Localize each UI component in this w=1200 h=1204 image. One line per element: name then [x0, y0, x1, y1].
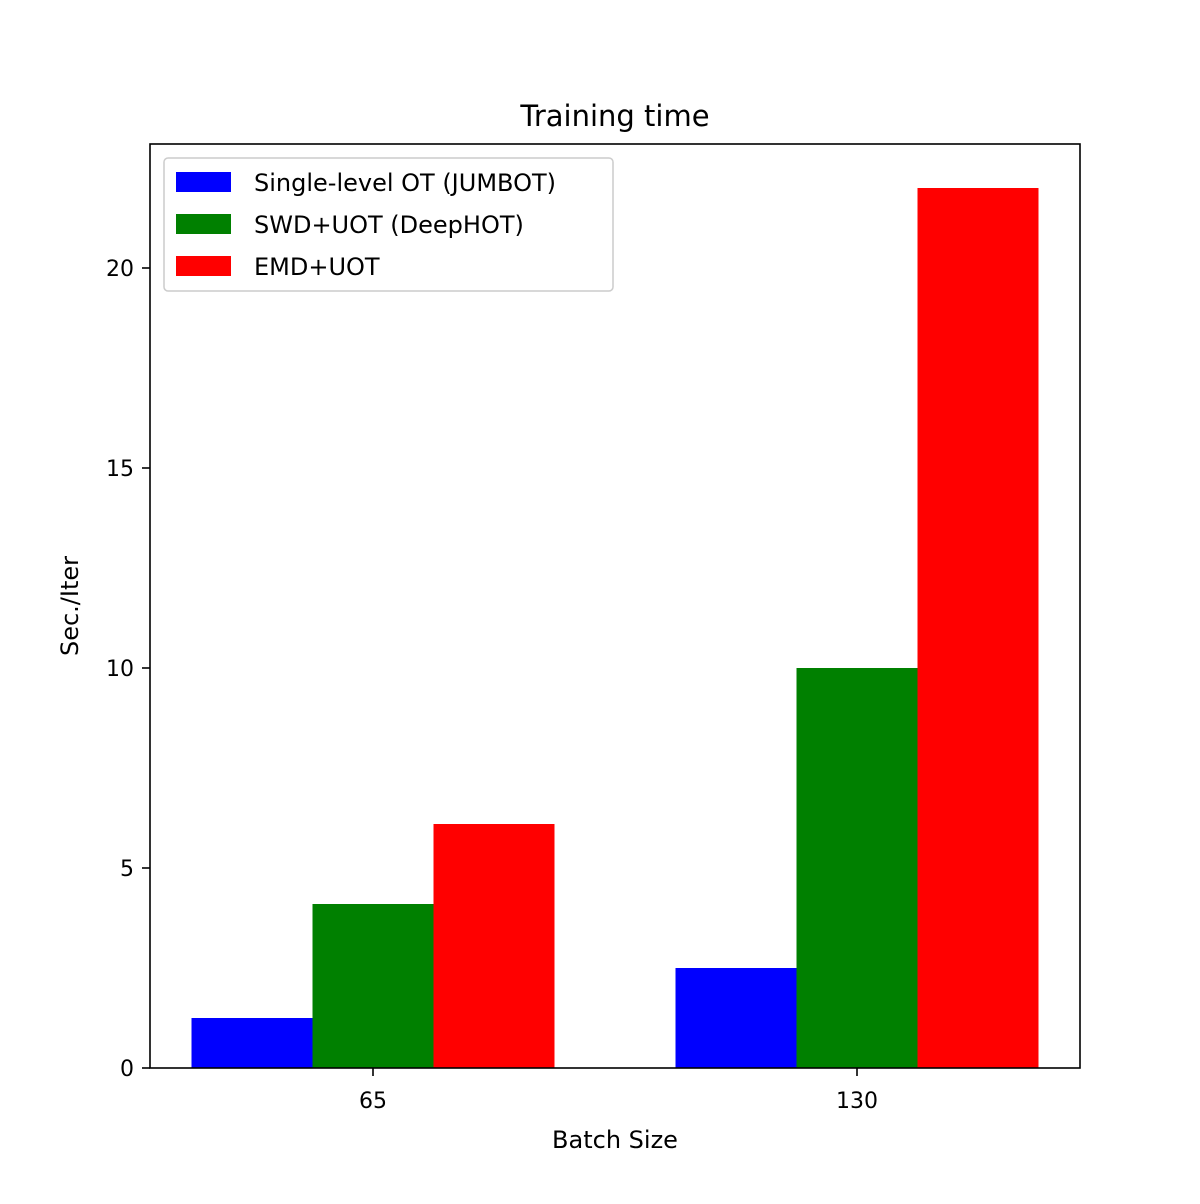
bar-2-130 — [796, 668, 918, 1068]
x-axis: 65 130 — [359, 1068, 878, 1114]
plot-frame — [149, 143, 1081, 1069]
bar-1-130 — [675, 968, 797, 1068]
y-axis-label: Sec./Iter — [56, 556, 84, 656]
bars-layer — [191, 188, 1039, 1068]
bar-1-65 — [191, 1018, 313, 1068]
legend-swatch-2 — [176, 214, 231, 234]
legend: Single-level OT (JUMBOT) SWD+UOT (DeepHOT… — [163, 157, 614, 292]
bar-3-65 — [433, 824, 555, 1068]
y-axis: 0 5 10 15 20 — [106, 257, 150, 1082]
y-tick-label: 20 — [106, 257, 134, 282]
x-axis-label: Batch Size — [552, 1126, 678, 1154]
legend-label-2: SWD+UOT (DeepHOT) — [254, 211, 524, 239]
y-tick-label: 0 — [120, 1057, 134, 1082]
x-tick-label: 65 — [359, 1089, 387, 1114]
y-tick-label: 15 — [106, 457, 134, 482]
legend-label-3: EMD+UOT — [254, 253, 380, 281]
bar-2-65 — [312, 904, 434, 1068]
bar-3-130 — [917, 188, 1039, 1068]
y-tick-label: 5 — [120, 857, 134, 882]
legend-label-1: Single-level OT (JUMBOT) — [254, 169, 556, 197]
chart-title: Training time — [519, 99, 709, 133]
y-tick-label: 10 — [106, 657, 134, 682]
x-tick-label: 130 — [836, 1089, 878, 1114]
legend-box — [163, 157, 614, 292]
legend-swatch-1 — [176, 172, 231, 192]
legend-swatch-3 — [176, 256, 231, 276]
